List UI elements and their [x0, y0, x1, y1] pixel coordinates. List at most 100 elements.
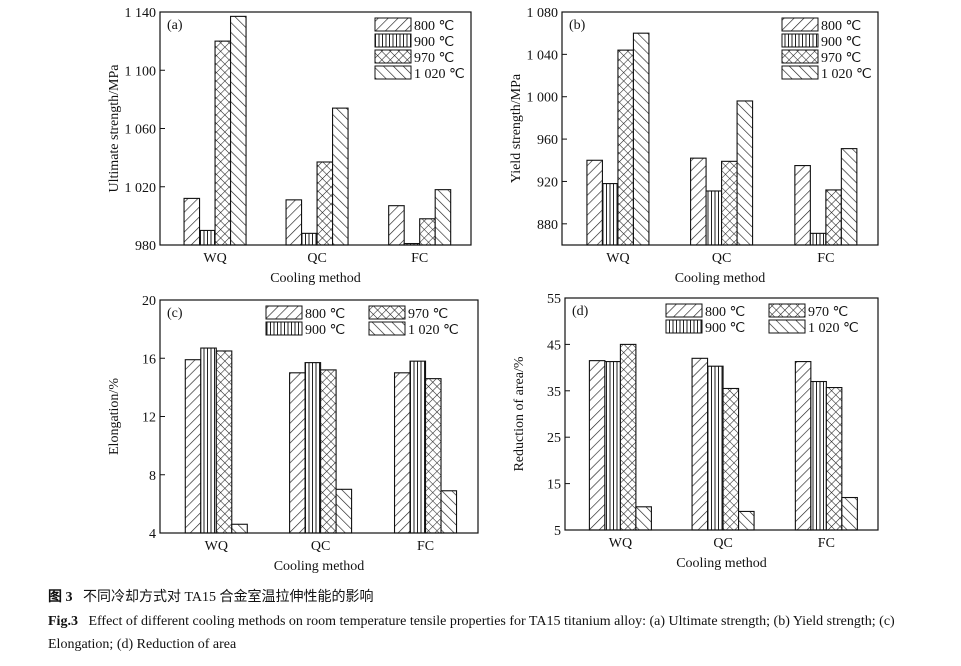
bar-QC-1 [691, 357, 709, 531]
x-tick-label: WQ [203, 251, 226, 266]
panel-label: (c) [167, 306, 183, 321]
legend-label: 900 ℃ [705, 321, 745, 336]
panel-label: (d) [572, 304, 589, 319]
legend-label: 800 ℃ [414, 19, 454, 34]
x-tick-label: FC [417, 539, 434, 554]
legend-swatch [781, 17, 819, 32]
y-tick-label: 920 [537, 175, 558, 190]
bar-QC-1 [285, 199, 303, 246]
caption-cn-label: 图 3 [48, 590, 73, 605]
y-tick-label: 1 140 [125, 6, 157, 21]
bar-QC-3 [721, 160, 738, 246]
bar-QC-2 [301, 232, 318, 246]
bar-FC-1 [794, 361, 812, 531]
legend-swatch [374, 17, 412, 32]
x-axis-label: Cooling method [274, 559, 365, 574]
y-axis-label: Ultimate strength/MPa [107, 64, 122, 193]
legend-label: 900 ℃ [821, 35, 861, 50]
bar-QC-4 [736, 100, 754, 246]
plot-frame [564, 297, 879, 531]
legend-swatch [665, 319, 703, 334]
x-tick-label: FC [818, 536, 835, 551]
caption-en-text: Effect of different cooling methods on r… [48, 614, 895, 652]
y-tick-label: 12 [142, 411, 156, 426]
bar-WQ-2 [604, 361, 621, 531]
legend-swatch [781, 33, 819, 48]
legend-swatch [368, 305, 406, 320]
bar-QC-4 [738, 510, 755, 531]
bar-FC-4 [434, 189, 452, 246]
legend-label: 800 ℃ [821, 19, 861, 34]
legend-swatch [781, 65, 819, 80]
legend-label: 800 ℃ [305, 307, 345, 322]
bar-FC-1 [794, 165, 811, 246]
bar-WQ-1 [184, 359, 202, 534]
bar-FC-2 [809, 232, 827, 246]
caption-chinese: 图 3 不同冷却方式对 TA15 合金室温拉伸性能的影响 [48, 588, 948, 608]
legend-label: 1 020 ℃ [821, 67, 872, 82]
bar-WQ-4 [635, 506, 652, 531]
y-tick-label: 20 [142, 294, 156, 309]
bar-QC-2 [705, 190, 723, 246]
bar-FC-1 [388, 205, 405, 246]
legend-label: 970 ℃ [808, 305, 848, 320]
x-axis-label: Cooling method [676, 556, 767, 571]
legend-swatch [768, 319, 806, 334]
bar-WQ-1 [183, 197, 201, 246]
y-tick-label: 1 060 [125, 123, 157, 138]
legend-label: 970 ℃ [821, 51, 861, 66]
legend-label: 900 ℃ [305, 323, 345, 338]
y-tick-label: 1 000 [527, 91, 559, 106]
bar-QC-4 [335, 488, 353, 534]
x-tick-label: QC [311, 539, 330, 554]
y-tick-label: 16 [142, 352, 156, 367]
bar-WQ-4 [229, 15, 247, 246]
y-tick-label: 880 [537, 218, 558, 233]
y-tick-label: 1 020 [125, 181, 157, 196]
y-axis-label: Yield strength/MPa [509, 73, 524, 183]
bar-WQ-4 [632, 32, 650, 246]
figure-charts: WQ QC FC 980 1 020 1 060 1 100 1 140 Cooling met… [107, 6, 879, 574]
bar-QC-3 [320, 369, 337, 534]
legend-swatch [374, 33, 412, 48]
legend-label: 1 020 ℃ [408, 323, 459, 338]
bar-WQ-2 [198, 229, 216, 246]
y-tick-label: 25 [547, 431, 561, 446]
bar-WQ-3 [215, 350, 233, 534]
y-tick-label: 55 [547, 292, 561, 307]
x-axis-label: Cooling method [270, 271, 361, 286]
bar-QC-4 [332, 107, 349, 246]
y-tick-label: 960 [537, 133, 558, 148]
y-tick-label: 1 100 [125, 64, 157, 79]
bar-WQ-2 [601, 183, 619, 246]
x-tick-label: WQ [205, 539, 228, 554]
legend-label: 1 020 ℃ [414, 67, 465, 82]
bar-FC-3 [424, 378, 442, 534]
y-tick-label: 45 [547, 338, 561, 353]
y-tick-label: 8 [149, 469, 156, 484]
y-axis-label: Reduction of area/% [512, 356, 527, 471]
y-tick-label: 980 [135, 239, 156, 254]
legend-swatch [374, 65, 412, 80]
bar-FC-3 [419, 218, 436, 246]
caption-en-label: Fig.3 [48, 614, 78, 629]
legend-swatch [265, 305, 303, 320]
bar-FC-3 [825, 387, 843, 531]
x-tick-label: WQ [609, 536, 632, 551]
caption-cn-text: 不同冷却方式对 TA15 合金室温拉伸性能的影响 [83, 590, 374, 605]
y-tick-label: 35 [547, 385, 561, 400]
legend-swatch [368, 321, 406, 336]
bar-WQ-3 [619, 343, 637, 531]
bar-FC-1 [393, 372, 411, 534]
x-tick-label: QC [307, 251, 326, 266]
bar-FC-4 [440, 490, 458, 534]
legend-label: 1 020 ℃ [808, 321, 859, 336]
bar-QC-3 [316, 161, 334, 246]
x-tick-label: QC [713, 536, 732, 551]
y-tick-label: 1 080 [527, 6, 559, 21]
y-tick-label: 1 040 [527, 48, 559, 63]
y-axis-label: Elongation/% [107, 378, 122, 455]
y-tick-label: 15 [547, 478, 561, 493]
y-tick-label: 4 [149, 527, 156, 542]
legend-label: 970 ℃ [414, 51, 454, 66]
